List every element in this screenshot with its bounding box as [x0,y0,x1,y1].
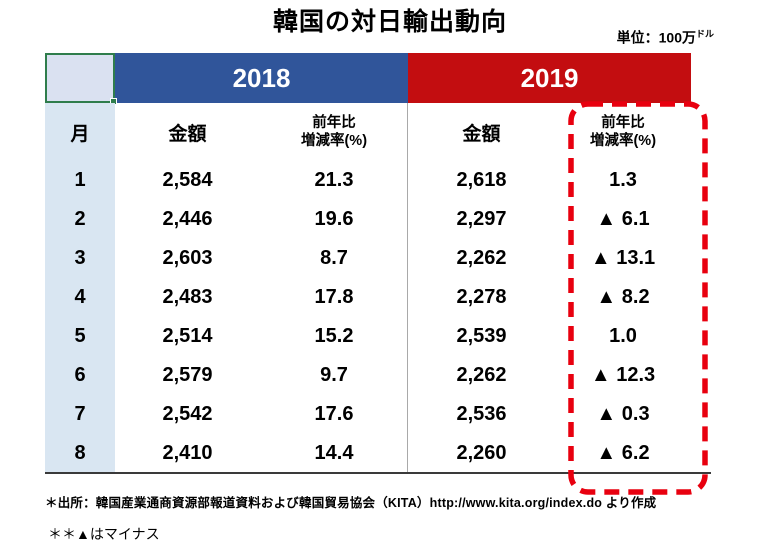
cell-amount-2019: 2,278 [456,286,507,308]
cell-month: 7 [45,395,115,434]
cell-amount-2018: 2,514 [162,325,213,347]
table-column-header-row: 月 金額 前年比 増減率(%) 金額 前年比 増減率(%) [45,103,691,161]
cell-amount-2019: 2,618 [456,169,507,191]
unit-label-superscript: ドル [695,29,714,39]
cell-month: 1 [45,161,115,200]
cell-yoy-2018: 14.4 [314,442,354,464]
cell-yoy-2018: 21.3 [314,169,354,191]
table-body: 1 2,584 21.3 2,618 1.3 2 2,446 19.6 2,29… [45,161,691,473]
minus-footnote: ＊＊▲はマイナス [48,526,160,541]
cell-amount-2019: 2,539 [456,325,507,347]
cell-month: 8 [45,434,115,473]
yoy-header-line1: 前年比 [312,114,356,131]
cell-amount-2018: 2,542 [162,403,213,425]
cell-yoy-2018: 15.2 [314,325,354,347]
table-row: 1 2,584 21.3 2,618 1.3 [45,161,691,200]
source-footnote: ＊出所：韓国産業通商資源部報道資料および韓国貿易協会（KITA）http://w… [45,496,657,510]
yoy-header-line2: 増減率(%) [300,133,368,149]
cell-month: 6 [45,356,115,395]
table-row: 8 2,410 14.4 2,260 ▲ 6.2 [45,434,691,473]
cell-amount-2018: 2,410 [162,442,213,464]
cell-month: 2 [45,200,115,239]
cell-month: 3 [45,239,115,278]
cell-yoy-2019: ▲ 13.1 [590,247,656,269]
table-row: 5 2,514 15.2 2,539 1.0 [45,317,691,356]
year-header-2018: 2018 [115,53,408,103]
cell-amount-2019: 2,297 [456,208,507,230]
cell-amount-2018: 2,603 [162,247,213,269]
column-header-yoy-2019: 前年比 増減率(%) [555,103,691,161]
cell-yoy-2018: 17.8 [314,286,354,308]
cell-amount-2018: 2,584 [162,169,213,191]
cell-yoy-2019: ▲ 0.3 [596,403,650,425]
cell-amount-2019: 2,262 [456,247,507,269]
yoy-header-line2: 増減率(%) [589,133,657,149]
selected-cell [45,53,117,105]
table-row: 7 2,542 17.6 2,536 ▲ 0.3 [45,395,691,434]
cell-amount-2019: 2,260 [456,442,507,464]
table-row: 3 2,603 8.7 2,262 ▲ 13.1 [45,239,691,278]
yoy-header-line1: 前年比 [601,114,645,131]
cell-yoy-2019: ▲ 8.2 [596,286,650,308]
year-divider-line [407,103,408,472]
column-header-amount-2018: 金額 [168,123,207,145]
unit-label: 単位：100万ドル [617,27,714,48]
column-header-amount-2019: 金額 [462,123,501,145]
cell-yoy-2019: ▲ 6.1 [596,208,650,230]
cell-yoy-2019: 1.0 [609,325,637,347]
cell-yoy-2019: ▲ 6.2 [596,442,650,464]
cell-amount-2018: 2,483 [162,286,213,308]
table-row: 2 2,446 19.6 2,297 ▲ 6.1 [45,200,691,239]
cell-amount-2019: 2,536 [456,403,507,425]
table-row: 4 2,483 17.8 2,278 ▲ 8.2 [45,278,691,317]
cell-yoy-2018: 8.7 [320,247,348,269]
table-row: 6 2,579 9.7 2,262 ▲ 12.3 [45,356,691,395]
unit-label-text: 単位：100万 [616,29,696,46]
table-bottom-border [45,472,711,474]
column-header-month: 月 [45,103,115,161]
column-header-yoy-2018: 前年比 増減率(%) [260,103,408,161]
cell-amount-2018: 2,579 [162,364,213,386]
cell-amount-2019: 2,262 [456,364,507,386]
cell-yoy-2018: 9.7 [320,364,348,386]
cell-yoy-2018: 19.6 [314,208,354,230]
cell-month: 4 [45,278,115,317]
page-title: 韓国の対日輸出動向 [272,8,507,36]
cell-yoy-2018: 17.6 [314,403,354,425]
cell-amount-2018: 2,446 [162,208,213,230]
cell-month: 5 [45,317,115,356]
table-year-header-row: 2018 2019 [45,53,691,105]
cell-yoy-2019: 1.3 [609,169,637,191]
cell-yoy-2019: ▲ 12.3 [590,364,656,386]
year-header-2019: 2019 [408,53,691,103]
